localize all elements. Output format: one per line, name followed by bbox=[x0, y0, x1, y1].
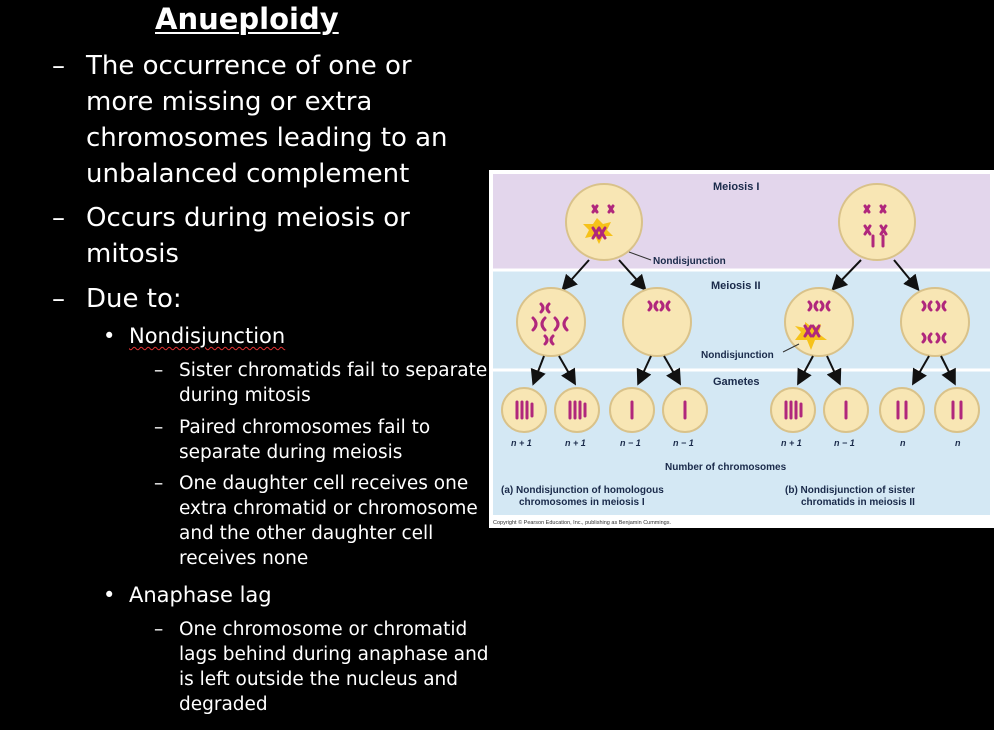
dash-marker: – bbox=[154, 360, 164, 381]
bullet-text: Due to: bbox=[86, 284, 182, 314]
number-of-chromosomes-label: Number of chromosomes bbox=[665, 462, 787, 473]
nondisjunction-label-top: Nondisjunction bbox=[653, 256, 726, 267]
caption-b-line2: chromatids in meiosis II bbox=[801, 497, 915, 508]
nondisjunction-figure: Meiosis I Meiosis II Gametes Nondisj bbox=[489, 170, 994, 528]
dash-marker: – bbox=[52, 203, 65, 233]
dash-marker: – bbox=[154, 417, 164, 438]
gamete-count-8: n bbox=[955, 438, 961, 448]
dash-marker: – bbox=[154, 619, 164, 640]
item-text: Paired chromosomes fail to separate duri… bbox=[179, 417, 431, 463]
meiosis1-label: Meiosis I bbox=[713, 181, 759, 193]
item-text: One daughter cell receives one extra chr… bbox=[179, 473, 478, 569]
item-text: One chromosome or chromatid lags behind … bbox=[179, 619, 489, 715]
meiosis2-cell-2 bbox=[622, 287, 692, 357]
meiosis2-cell-4 bbox=[900, 287, 970, 357]
gamete-2 bbox=[554, 387, 600, 433]
slide-title: Anueploidy bbox=[155, 2, 339, 36]
gamete-1 bbox=[501, 387, 547, 433]
copyright-text: Copyright © Pearson Education, Inc., pub… bbox=[493, 519, 671, 526]
bullet-dot: • bbox=[103, 583, 116, 607]
dash-marker: – bbox=[52, 51, 65, 81]
gamete-count-5: n + 1 bbox=[781, 438, 802, 448]
meiosis2-cell-3 bbox=[784, 287, 854, 357]
meiosis2-label: Meiosis II bbox=[711, 280, 761, 292]
gamete-8 bbox=[934, 387, 980, 433]
gamete-4 bbox=[662, 387, 708, 433]
caption-b-line1: (b) Nondisjunction of sister bbox=[785, 485, 915, 496]
gamete-count-2: n + 1 bbox=[565, 438, 586, 448]
caption-a-line1: (a) Nondisjunction of homologous bbox=[501, 485, 664, 496]
gamete-count-6: n − 1 bbox=[834, 438, 855, 448]
nondisjunction-label-mid: Nondisjunction bbox=[701, 350, 774, 361]
gamete-6 bbox=[823, 387, 869, 433]
gamete-5 bbox=[770, 387, 816, 433]
gametes-label: Gametes bbox=[713, 376, 759, 388]
bullet-text: The occurrence of one or more missing or… bbox=[86, 51, 448, 189]
caption-a-line2: chromosomes in meiosis I bbox=[519, 497, 645, 508]
gamete-7 bbox=[879, 387, 925, 433]
gamete-3 bbox=[609, 387, 655, 433]
gamete-count-1: n + 1 bbox=[511, 438, 532, 448]
sub-bullet-label: Nondisjunction bbox=[129, 324, 286, 348]
sub-bullet-label: Anaphase lag bbox=[129, 583, 272, 607]
meiosis2-cell-1 bbox=[516, 287, 586, 357]
parent-cell-b bbox=[838, 183, 916, 261]
gamete-count-4: n − 1 bbox=[673, 438, 694, 448]
item-text: Sister chromatids fail to separate durin… bbox=[179, 360, 488, 406]
dash-marker: – bbox=[52, 284, 65, 314]
bullet-dot: • bbox=[103, 324, 116, 348]
gamete-count-3: n − 1 bbox=[620, 438, 641, 448]
gamete-count-7: n bbox=[900, 438, 906, 448]
bullet-text: Occurs during meiosis or mitosis bbox=[86, 203, 410, 269]
dash-marker: – bbox=[154, 473, 164, 494]
parent-cell-a bbox=[565, 183, 643, 261]
